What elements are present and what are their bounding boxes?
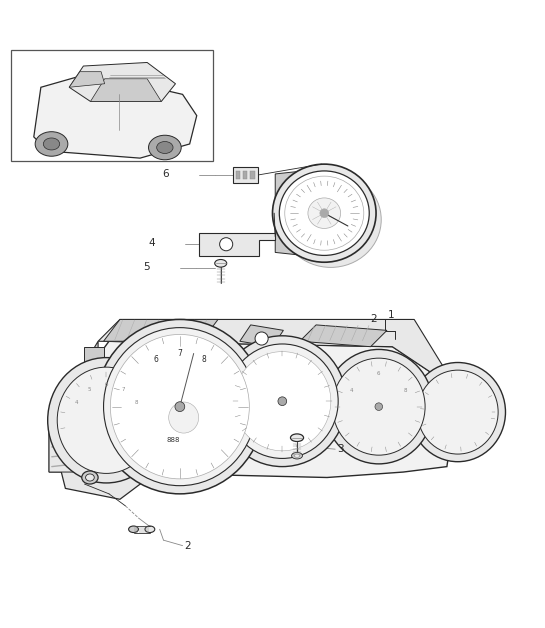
Ellipse shape xyxy=(308,198,341,229)
Polygon shape xyxy=(69,62,175,102)
Polygon shape xyxy=(69,72,105,87)
Circle shape xyxy=(220,238,233,251)
Text: 7: 7 xyxy=(122,387,125,392)
Text: 6: 6 xyxy=(153,355,158,364)
Ellipse shape xyxy=(324,349,433,464)
Polygon shape xyxy=(11,50,213,161)
Polygon shape xyxy=(90,78,161,102)
Text: 2: 2 xyxy=(371,315,377,325)
Ellipse shape xyxy=(227,344,338,458)
Ellipse shape xyxy=(272,164,376,263)
Ellipse shape xyxy=(234,352,331,451)
Text: 8: 8 xyxy=(202,355,207,364)
Ellipse shape xyxy=(110,335,249,479)
Polygon shape xyxy=(104,320,218,341)
Ellipse shape xyxy=(95,320,264,494)
Text: 1: 1 xyxy=(388,310,395,320)
Ellipse shape xyxy=(35,132,68,156)
Text: 6: 6 xyxy=(162,169,169,179)
Polygon shape xyxy=(49,341,458,477)
Ellipse shape xyxy=(417,370,498,454)
Polygon shape xyxy=(275,168,336,259)
Ellipse shape xyxy=(82,471,98,484)
Circle shape xyxy=(278,397,287,406)
Ellipse shape xyxy=(104,328,256,485)
Ellipse shape xyxy=(169,402,199,433)
Polygon shape xyxy=(250,171,255,180)
Text: 4: 4 xyxy=(75,400,78,405)
Text: 888: 888 xyxy=(167,438,180,443)
Text: 3: 3 xyxy=(337,444,343,454)
Text: 5: 5 xyxy=(143,262,150,271)
Ellipse shape xyxy=(145,526,155,533)
Polygon shape xyxy=(199,233,275,256)
Polygon shape xyxy=(49,341,98,472)
Text: 2: 2 xyxy=(184,541,191,551)
Ellipse shape xyxy=(292,452,302,459)
Polygon shape xyxy=(98,320,458,390)
Polygon shape xyxy=(233,168,258,183)
Text: 5: 5 xyxy=(87,387,91,392)
Ellipse shape xyxy=(215,259,227,267)
Text: 7: 7 xyxy=(178,349,182,358)
Text: 8: 8 xyxy=(404,388,408,392)
Ellipse shape xyxy=(332,358,425,455)
Polygon shape xyxy=(240,325,283,347)
Circle shape xyxy=(375,403,383,411)
Circle shape xyxy=(175,402,185,411)
Ellipse shape xyxy=(280,172,382,268)
Polygon shape xyxy=(49,396,93,472)
Polygon shape xyxy=(243,171,247,180)
Ellipse shape xyxy=(48,357,165,483)
Text: 6: 6 xyxy=(377,371,380,376)
Circle shape xyxy=(320,209,329,217)
Polygon shape xyxy=(34,73,197,158)
Ellipse shape xyxy=(129,526,138,533)
Text: 4: 4 xyxy=(350,388,354,392)
Polygon shape xyxy=(84,347,104,369)
Ellipse shape xyxy=(157,141,173,153)
Polygon shape xyxy=(236,171,240,180)
Ellipse shape xyxy=(294,454,300,457)
Text: 4: 4 xyxy=(149,237,155,247)
Text: 8: 8 xyxy=(134,400,138,405)
Ellipse shape xyxy=(290,434,304,441)
Polygon shape xyxy=(300,325,387,347)
Polygon shape xyxy=(49,423,164,499)
Ellipse shape xyxy=(148,135,181,160)
Ellipse shape xyxy=(86,474,94,481)
Ellipse shape xyxy=(284,176,364,250)
Ellipse shape xyxy=(57,367,155,474)
Ellipse shape xyxy=(280,171,370,256)
Ellipse shape xyxy=(218,336,347,467)
Circle shape xyxy=(255,332,268,345)
Text: 6: 6 xyxy=(105,382,108,387)
Ellipse shape xyxy=(410,362,506,462)
Ellipse shape xyxy=(43,138,59,150)
